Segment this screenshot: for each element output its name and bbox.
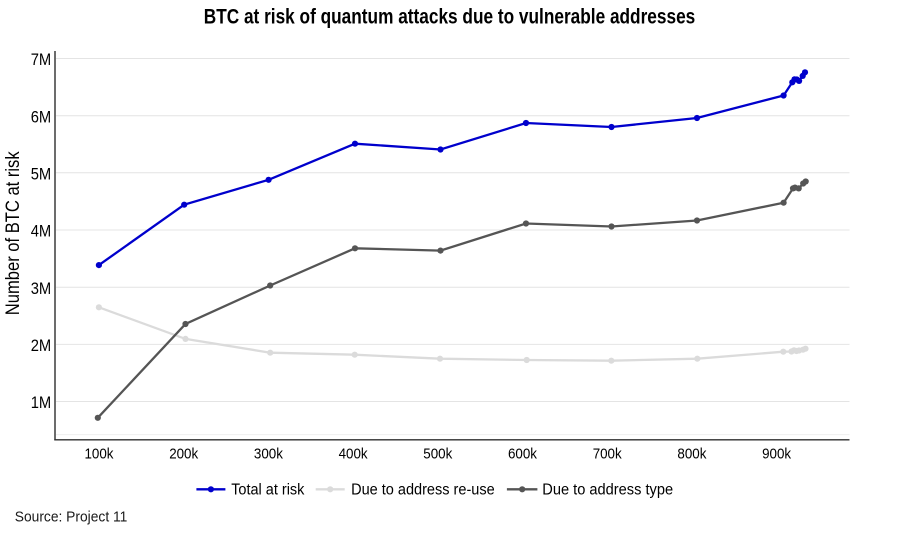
svg-text:400k: 400k bbox=[339, 446, 368, 463]
svg-text:Due to address type: Due to address type bbox=[542, 482, 673, 499]
svg-text:4M: 4M bbox=[31, 222, 52, 241]
svg-text:2M: 2M bbox=[31, 336, 52, 355]
svg-text:5M: 5M bbox=[31, 164, 52, 183]
svg-text:100k: 100k bbox=[85, 446, 114, 463]
svg-text:BTC at risk of quantum attacks: BTC at risk of quantum attacks due to vu… bbox=[204, 6, 696, 29]
svg-text:Source: Project 11: Source: Project 11 bbox=[15, 509, 128, 525]
svg-text:700k: 700k bbox=[593, 446, 622, 463]
svg-text:3M: 3M bbox=[31, 279, 52, 298]
svg-text:Total at risk: Total at risk bbox=[231, 482, 304, 499]
svg-text:6M: 6M bbox=[31, 107, 52, 126]
svg-text:Number of BTC at risk: Number of BTC at risk bbox=[3, 151, 24, 315]
svg-text:1M: 1M bbox=[31, 393, 52, 412]
svg-text:200k: 200k bbox=[169, 446, 198, 463]
svg-text:300k: 300k bbox=[254, 446, 283, 463]
svg-text:Due to address re-use: Due to address re-use bbox=[351, 482, 495, 499]
svg-text:900k: 900k bbox=[762, 446, 791, 463]
svg-text:500k: 500k bbox=[423, 446, 452, 463]
svg-text:600k: 600k bbox=[508, 446, 537, 463]
svg-text:7M: 7M bbox=[31, 50, 52, 69]
svg-text:800k: 800k bbox=[677, 446, 706, 463]
